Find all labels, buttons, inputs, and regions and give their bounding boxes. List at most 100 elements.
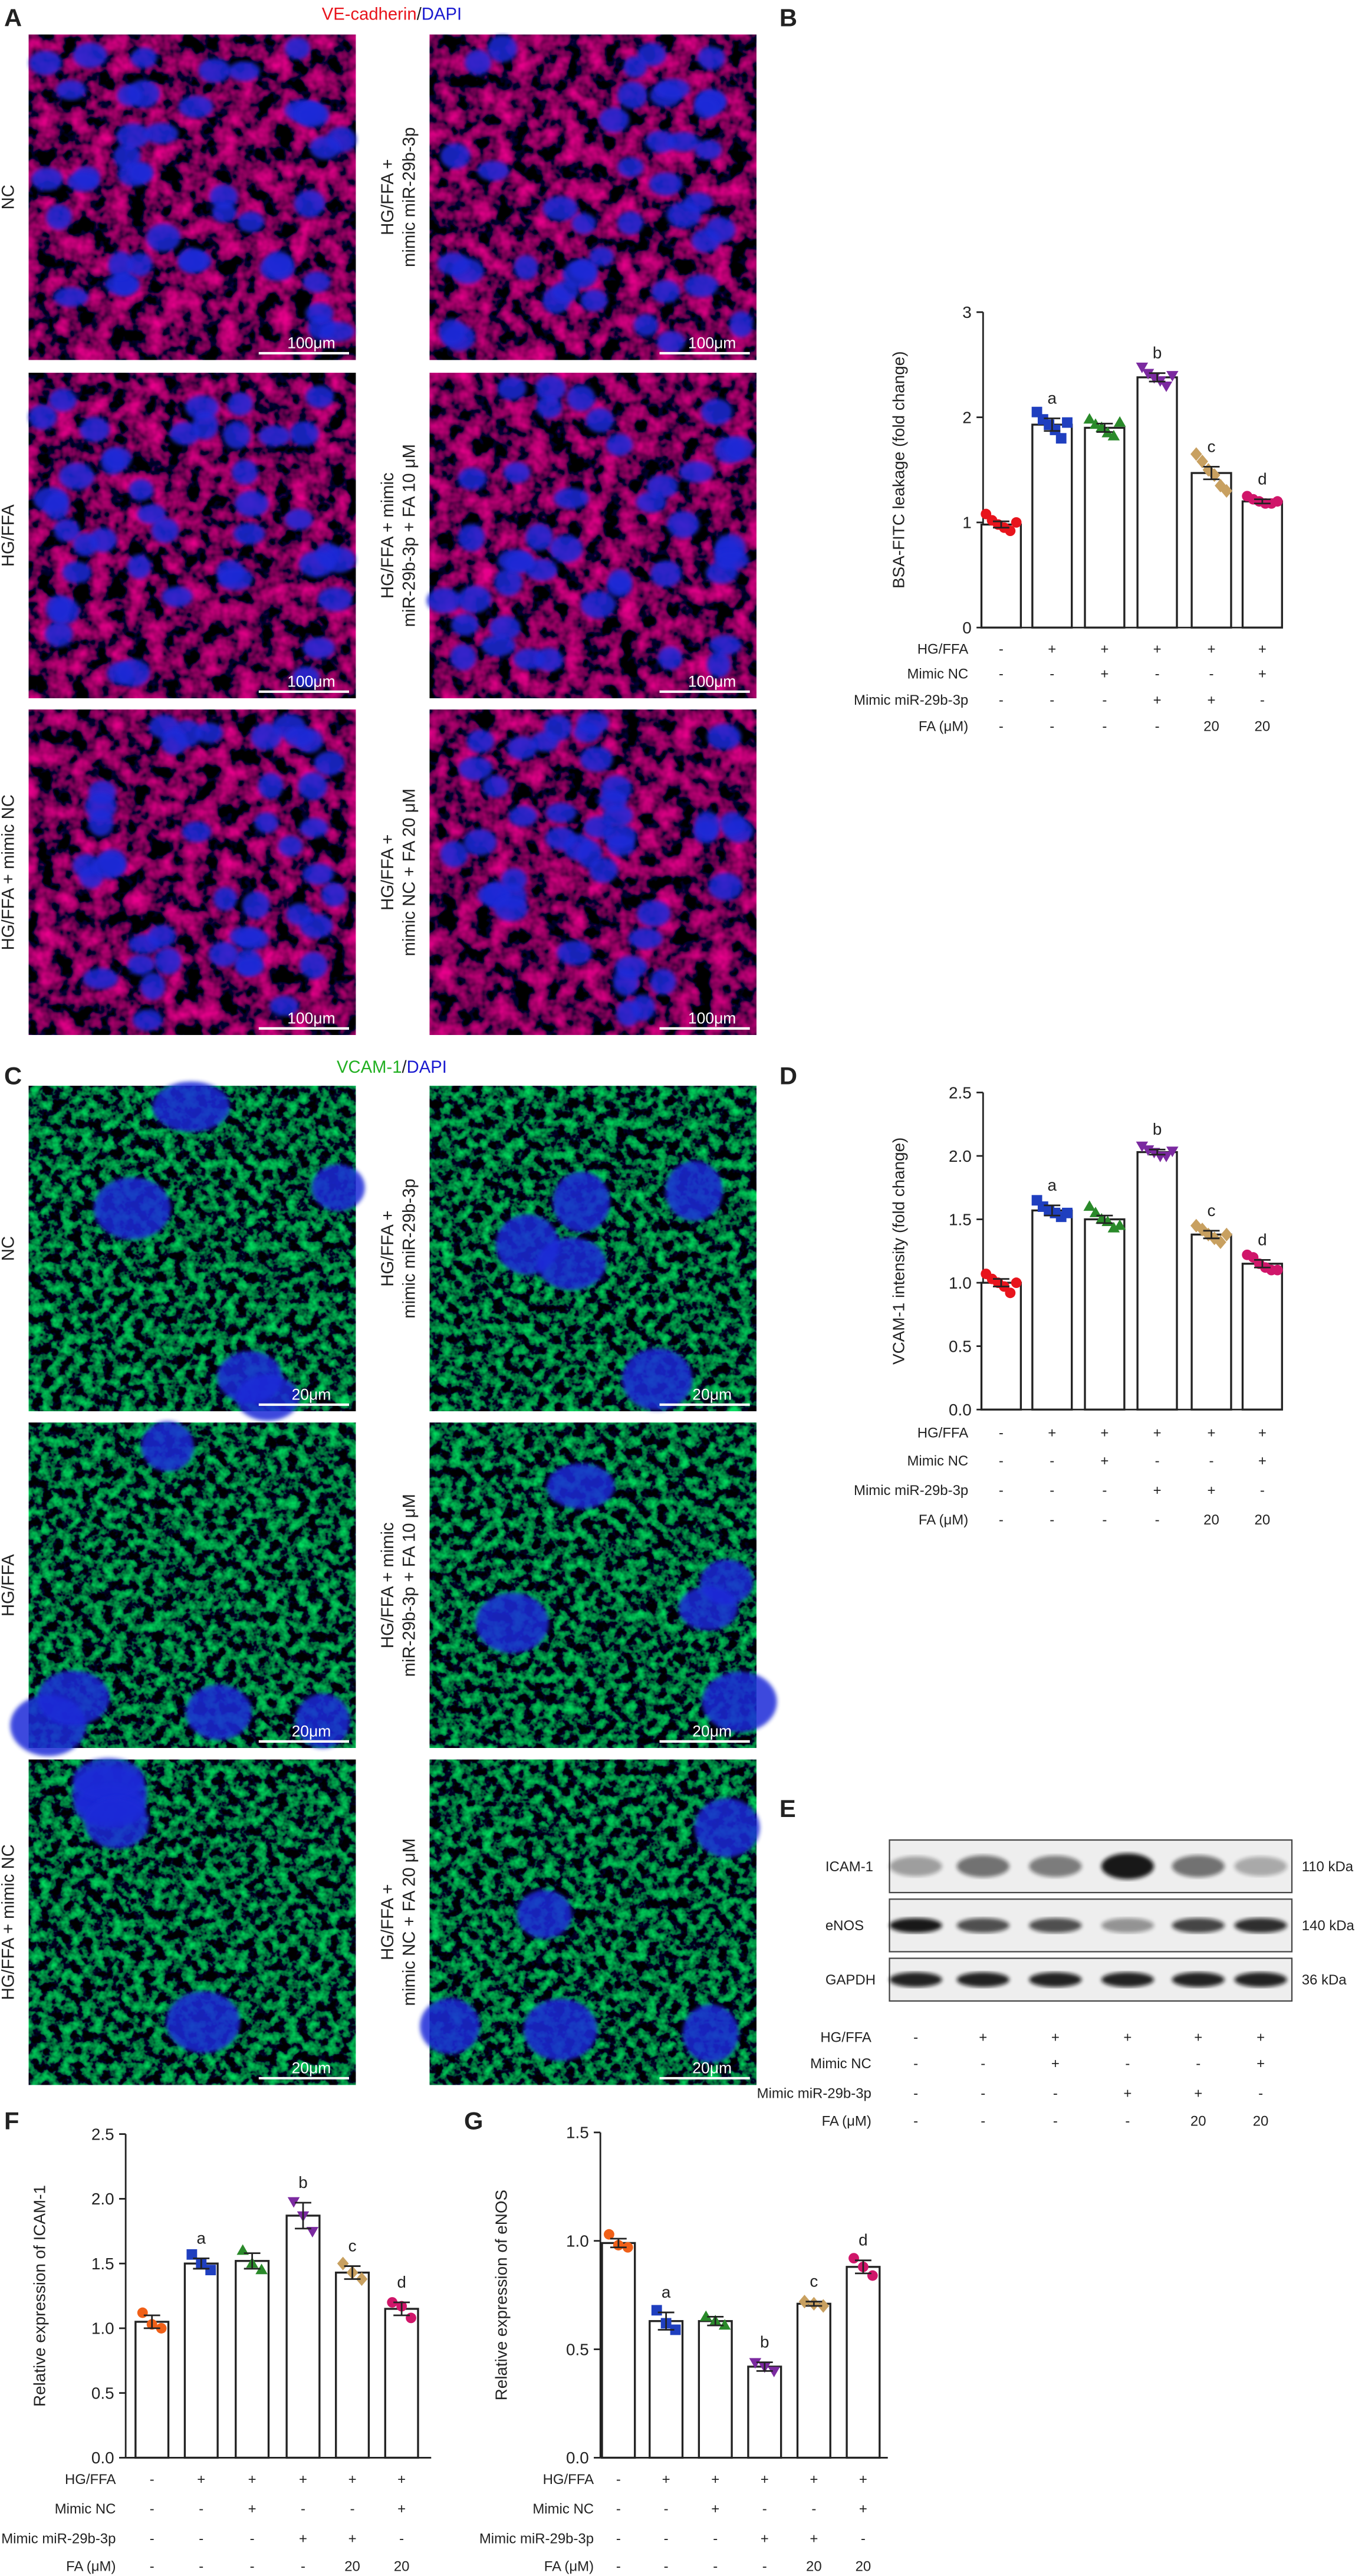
condition-value: - <box>913 2085 918 2101</box>
nucleus <box>545 803 577 823</box>
y-tick-label: 0 <box>962 619 971 637</box>
blot-band <box>1101 1918 1154 1933</box>
condition-value: - <box>616 2531 621 2547</box>
blot-strip <box>889 1839 1293 1894</box>
condition-value: - <box>664 2501 669 2517</box>
nucleus <box>426 587 462 613</box>
panel-letter: G <box>464 2107 483 2134</box>
data-point <box>848 2253 859 2264</box>
data-point <box>1190 447 1202 461</box>
data-point <box>1136 1141 1149 1152</box>
y-tick-label: 2.5 <box>91 2125 114 2143</box>
nucleus <box>83 968 119 990</box>
nucleus <box>498 376 527 400</box>
nucleus <box>209 184 238 209</box>
blot-band <box>1029 1918 1082 1933</box>
y-tick-label: 0.0 <box>566 2449 589 2467</box>
nucleus <box>545 827 577 850</box>
condition-value: - <box>150 2501 154 2517</box>
error-bar <box>1203 1230 1220 1240</box>
significance-label: a <box>662 2283 671 2301</box>
data-point <box>700 2310 712 2321</box>
micrograph: 100μm <box>28 373 356 698</box>
nucleus <box>28 404 57 430</box>
nucleus <box>580 290 608 311</box>
nucleus <box>242 891 270 919</box>
condition-value: + <box>1153 642 1162 658</box>
condition-value: - <box>762 2501 767 2517</box>
nucleus <box>53 287 88 307</box>
condition-value: - <box>399 2531 404 2547</box>
bar <box>1136 1151 1178 1411</box>
condition-value: - <box>150 2472 154 2488</box>
panel-letter: D <box>779 1062 797 1090</box>
condition-value: + <box>859 2501 867 2517</box>
image-label: HG/FFA + <box>379 159 397 235</box>
data-point <box>1062 417 1073 428</box>
condition-name: HG/FFA <box>65 2472 116 2488</box>
significance-label: a <box>1048 389 1057 407</box>
nucleus <box>305 385 334 408</box>
nucleus <box>503 462 531 484</box>
blot-band <box>1172 1972 1225 1987</box>
nucleus <box>46 204 72 230</box>
nucleus <box>133 1009 163 1031</box>
condition-value: - <box>999 1453 1004 1469</box>
data-point <box>156 2323 167 2334</box>
y-tick-label: 2.0 <box>91 2190 114 2208</box>
nucleus <box>535 375 566 402</box>
condition-name: Mimic miR-29b-3p <box>757 2085 871 2101</box>
nucleus <box>466 730 494 753</box>
condition-value: - <box>999 666 1004 682</box>
nucleus <box>228 61 261 81</box>
condition-value: + <box>1208 1425 1216 1441</box>
condition-value: - <box>861 2531 866 2547</box>
nucleus <box>450 644 476 671</box>
nucleus <box>178 96 213 118</box>
condition-value: - <box>981 2114 985 2130</box>
condition-value: + <box>1100 642 1109 658</box>
data-point <box>622 2242 633 2253</box>
data-point <box>1005 1287 1016 1299</box>
data-point <box>1011 1277 1022 1288</box>
condition-name: Mimic NC <box>55 2501 116 2517</box>
nucleus <box>49 388 77 412</box>
nucleus <box>695 811 721 839</box>
data-point <box>1215 1235 1226 1249</box>
error-bar <box>992 520 1009 529</box>
condition-value: - <box>350 2501 355 2517</box>
panel-letter: A <box>4 4 22 32</box>
y-tick-label: 0.5 <box>566 2340 589 2358</box>
blot-band <box>956 1918 1009 1933</box>
condition-name: FA (μM) <box>919 719 968 735</box>
nucleus <box>59 462 95 490</box>
data-point <box>1136 362 1149 373</box>
condition-value: + <box>1153 1425 1162 1441</box>
nucleus <box>665 1161 723 1221</box>
nucleus <box>185 1684 252 1740</box>
condition-value: - <box>913 2056 918 2072</box>
condition-value: - <box>762 2559 767 2575</box>
data-point <box>1113 416 1126 427</box>
error-bar <box>1096 1214 1113 1224</box>
image-label: mimic miR-29b-3p <box>400 127 419 267</box>
condition-value: + <box>711 2472 719 2488</box>
blot-band <box>956 1855 1009 1878</box>
image-label: mimic NC + FA 20 μM <box>400 788 419 956</box>
nucleus <box>73 533 98 556</box>
condition-value: + <box>1100 1425 1109 1441</box>
panel-letter: B <box>779 4 797 32</box>
nucleus <box>487 35 518 63</box>
blot-strip <box>889 1957 1293 2002</box>
error-bar <box>1149 372 1166 383</box>
nucleus <box>29 51 62 75</box>
nucleus <box>617 81 647 109</box>
condition-value: + <box>1051 2056 1060 2072</box>
nucleus <box>212 202 237 223</box>
image-label: miR-29b-3p + FA 10 μM <box>400 444 419 627</box>
condition-value: + <box>810 2531 818 2547</box>
nucleus <box>697 46 725 70</box>
image-label: HG/FFA + mimic <box>379 472 397 599</box>
nucleus <box>705 216 736 242</box>
condition-value: - <box>1102 1512 1107 1528</box>
